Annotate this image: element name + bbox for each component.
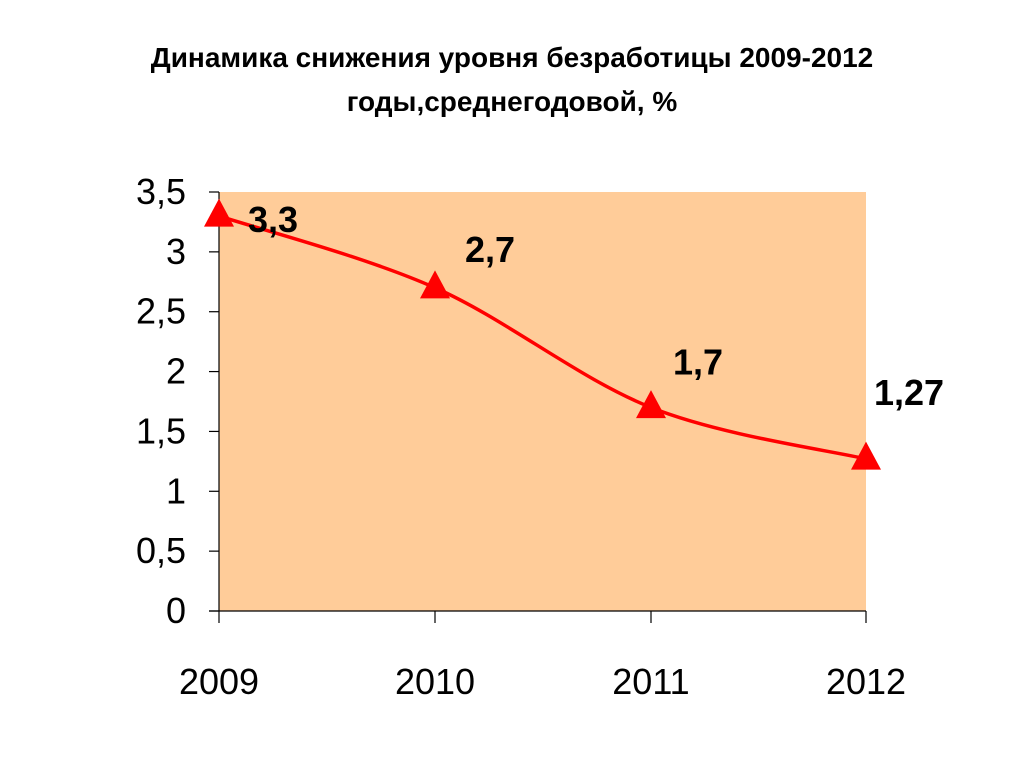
- plot-area-background: [219, 192, 866, 611]
- chart-title: Динамика снижения уровня безработицы 200…: [0, 36, 1024, 124]
- labels-group: 3,3 2,7 1,7 1,27: [248, 199, 944, 413]
- series-line: [218, 214, 867, 461]
- x-tick-label: 2010: [395, 661, 475, 702]
- data-point-marker: [420, 270, 450, 299]
- data-label: 3,3: [248, 199, 298, 240]
- series-group: [204, 198, 881, 470]
- data-label: 1,7: [673, 341, 723, 382]
- y-tick-label: 2,5: [136, 291, 186, 332]
- data-point-marker: [204, 198, 234, 227]
- x-tick-label: 2012: [826, 661, 906, 702]
- x-tick-label: 2011: [612, 661, 689, 702]
- y-tick-label: 1,5: [136, 410, 186, 451]
- y-tick-label: 1: [166, 470, 186, 511]
- chart-title-line-1: Динамика снижения уровня безработицы 200…: [150, 42, 874, 73]
- data-label: 2,7: [465, 229, 515, 270]
- x-tick-label: 2009: [179, 661, 259, 702]
- y-tick-label: 0: [166, 590, 186, 631]
- data-point-marker: [636, 390, 666, 419]
- y-tick-label: 2: [166, 351, 186, 392]
- data-point-marker: [851, 441, 881, 470]
- y-tick-label: 3: [166, 231, 186, 272]
- y-tick-label: 0,5: [136, 530, 186, 571]
- data-label: 1,27: [874, 372, 944, 413]
- chart-title-line-2: годы,среднегодовой, %: [346, 86, 678, 117]
- y-tick-label: 3,5: [136, 171, 186, 212]
- axes: 0 0,5 1 1,5 2 2,5 3 3,5 2009 2010 2011 2012: [136, 171, 906, 702]
